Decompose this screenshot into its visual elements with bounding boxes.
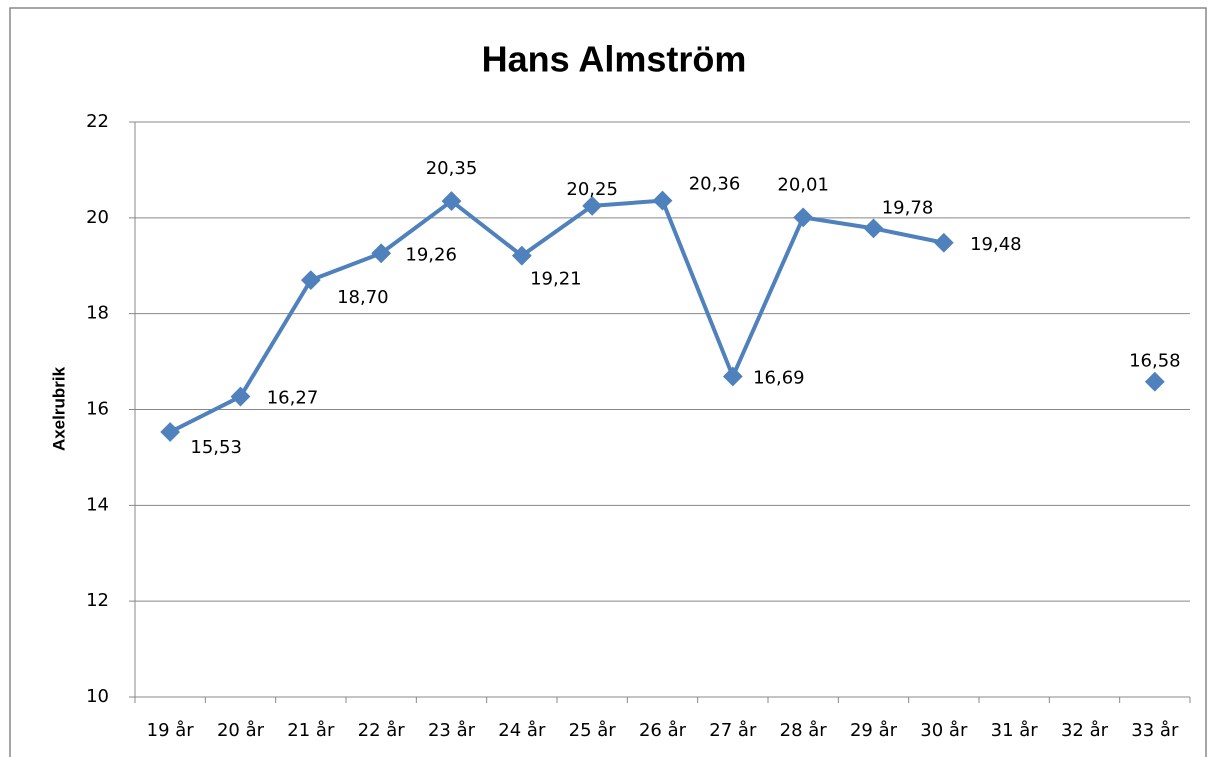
- y-tick-label: 16: [86, 399, 109, 420]
- x-tick-label: 26 år: [639, 720, 687, 741]
- x-tick-label: 27 år: [709, 720, 757, 741]
- x-tick-label: 20 år: [217, 720, 265, 741]
- x-tick-label: 29 år: [850, 720, 898, 741]
- data-point: [1144, 371, 1165, 392]
- data-label: 20,01: [777, 174, 829, 195]
- x-tick-label: 31 år: [991, 720, 1039, 741]
- data-label: 20,36: [689, 174, 741, 195]
- y-tick-label: 12: [86, 590, 109, 611]
- data-point: [441, 191, 462, 211]
- y-tick-label: 18: [86, 303, 109, 324]
- data-label: 15,53: [190, 437, 242, 458]
- data-label: 16,69: [753, 367, 805, 388]
- data-point: [160, 422, 181, 442]
- data-label: 19,21: [530, 269, 582, 290]
- x-tick-label: 28 år: [780, 720, 828, 741]
- data-point: [722, 366, 743, 387]
- y-tick-label: 14: [86, 494, 109, 515]
- data-point: [300, 270, 321, 291]
- x-tick-label: 23 år: [428, 720, 476, 741]
- data-point: [230, 386, 251, 407]
- data-point: [371, 243, 392, 264]
- x-tick-label: 22 år: [358, 720, 406, 741]
- data-label: 19,26: [405, 244, 457, 265]
- x-tick-label: 24 år: [498, 720, 546, 741]
- chart-frame: [9, 7, 1207, 757]
- data-label: 16,58: [1129, 351, 1181, 372]
- y-axis-label: Axelrubrik: [49, 366, 68, 451]
- data-label: 20,25: [566, 179, 618, 200]
- x-tick-label: 32 år: [1061, 720, 1109, 741]
- data-label: 16,27: [267, 388, 319, 409]
- data-label: 18,70: [337, 287, 389, 308]
- y-tick-label: 20: [86, 207, 109, 228]
- x-tick-label: 21 år: [287, 720, 335, 741]
- chart-title: Hans Almström: [482, 39, 747, 80]
- data-label: 19,48: [970, 234, 1022, 255]
- x-tick-label: 25 år: [569, 720, 617, 741]
- data-label: 19,78: [882, 197, 934, 218]
- x-tick-label: 33 år: [1131, 720, 1179, 741]
- x-tick-label: 30 år: [920, 720, 968, 741]
- y-tick-label: 22: [86, 111, 109, 132]
- y-tick-label: 10: [86, 686, 109, 707]
- x-tick-label: 19 år: [147, 720, 195, 741]
- data-label: 20,35: [426, 158, 478, 179]
